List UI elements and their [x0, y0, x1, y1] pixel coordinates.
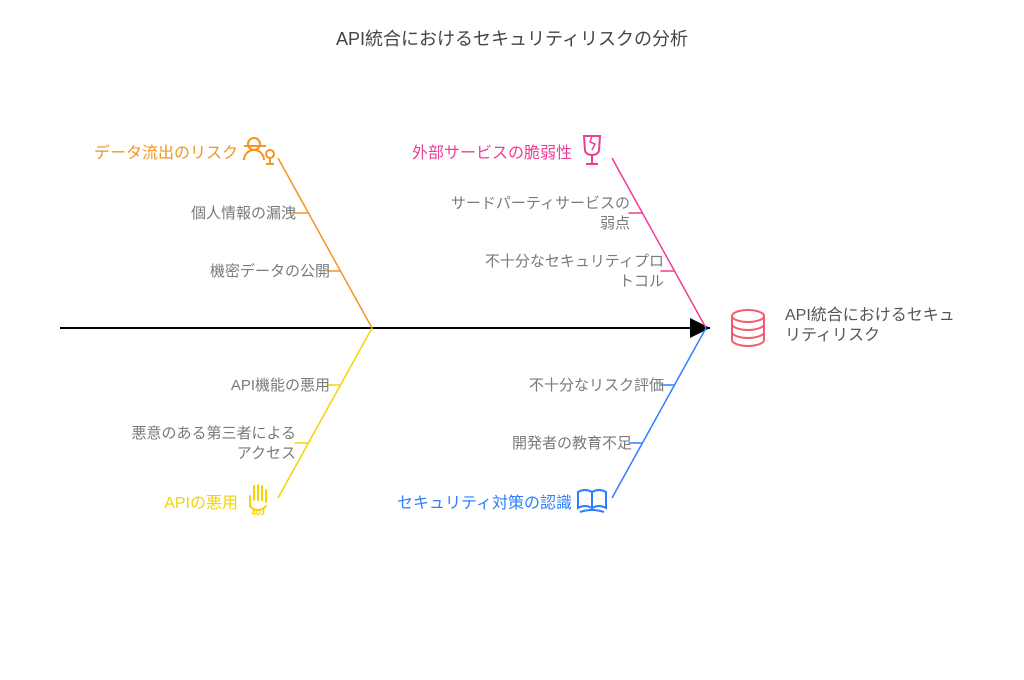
spy-icon [244, 138, 274, 164]
fishbone-diagram: API統合におけるセキュリティリスクの分析 API統合におけるセキュリティリスク デ… [0, 0, 1024, 680]
block-hand-icon: 403 [250, 485, 266, 517]
database-icon [732, 310, 764, 346]
sub-label-external-vuln-1: 不十分なセキュリティプロトコル [485, 253, 664, 290]
bone-awareness [612, 328, 706, 498]
bone-data-leak [278, 158, 372, 328]
head-label: API統合におけるセキュリティリスク [785, 306, 955, 344]
category-label-awareness: セキュリティ対策の認識 [397, 494, 572, 512]
bone-api-abuse [278, 328, 372, 498]
category-label-external-vuln: 外部サービスの脆弱性 [412, 144, 572, 162]
sub-label-external-vuln-0: サードパーティサービスの弱点 [451, 195, 630, 232]
sub-label-api-abuse-0: API機能の悪用 [231, 377, 330, 394]
diagram-title: API統合におけるセキュリティリスクの分析 [336, 29, 688, 49]
sub-label-awareness-1: 開発者の教育不足 [512, 435, 632, 452]
book-icon [578, 490, 606, 512]
category-label-api-abuse: APIの悪用 [164, 494, 238, 512]
bone-external-vuln [612, 158, 706, 328]
sub-label-awareness-0: 不十分なリスク評価 [529, 377, 664, 394]
category-label-data-leak: データ流出のリスク [94, 143, 238, 162]
sub-label-data-leak-1: 機密データの公開 [210, 262, 330, 280]
svg-text:403: 403 [251, 508, 265, 517]
sub-label-api-abuse-1: 悪意のある第三者によるアクセス [131, 424, 296, 462]
sub-label-data-leak-0: 個人情報の漏洩 [191, 205, 296, 222]
broken-glass-icon [584, 136, 600, 164]
